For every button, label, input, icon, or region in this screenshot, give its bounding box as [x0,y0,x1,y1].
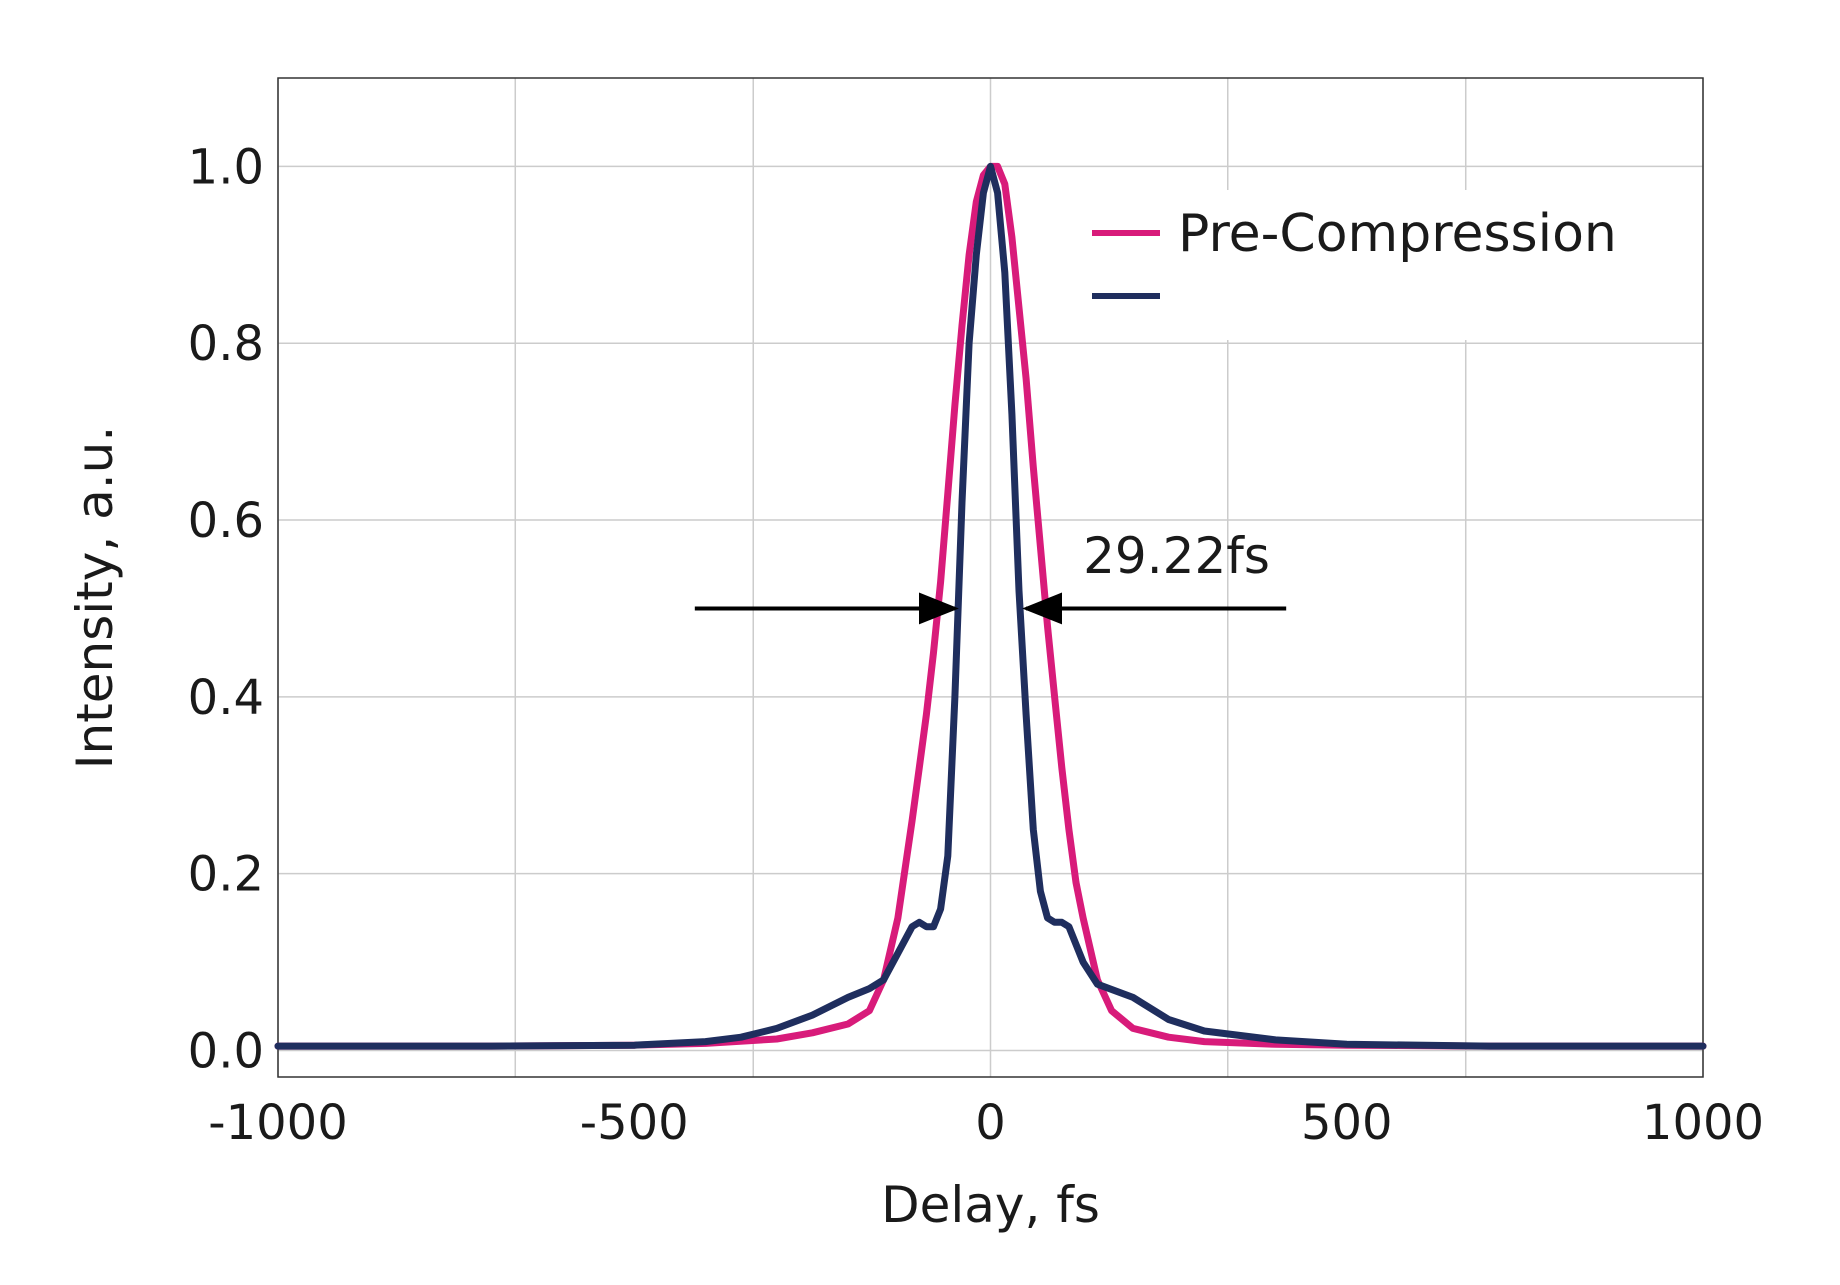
legend-background [1080,190,1680,340]
y-tick-label: 0.2 [188,847,264,903]
y-tick-label: 0.4 [188,670,264,726]
fwhm-label: 29.22fs [1083,527,1270,585]
x-tick-label: -500 [580,1095,689,1151]
series-line-2 [274,162,1707,1050]
x-tick-label: 500 [1301,1095,1393,1151]
series-layer [274,162,1707,1050]
x-axis-label: Delay, fs [881,1176,1100,1234]
legend-label-pre-compression: Pre-Compression [1178,204,1617,264]
y-tick-label: 0.6 [188,493,264,549]
y-tick-label: 0.0 [188,1023,264,1079]
legend: Pre-Compression [1080,190,1680,340]
x-tick-label: 1000 [1642,1095,1764,1151]
tick-labels: -1000 -500 0 500 1000 0.0 0.2 0.4 0.6 0.8 1.0 [188,139,1764,1151]
plot-area-frame [277,77,1704,1078]
y-axis-label: Intensity, a.u. [66,426,124,770]
fwhm-annotation: 29.22fs [694,527,1287,625]
y-tick-label: 0.8 [188,316,264,372]
x-tick-label: -1000 [208,1095,347,1151]
y-tick-label: 1.0 [188,139,264,195]
x-tick-label: 0 [975,1095,1006,1151]
